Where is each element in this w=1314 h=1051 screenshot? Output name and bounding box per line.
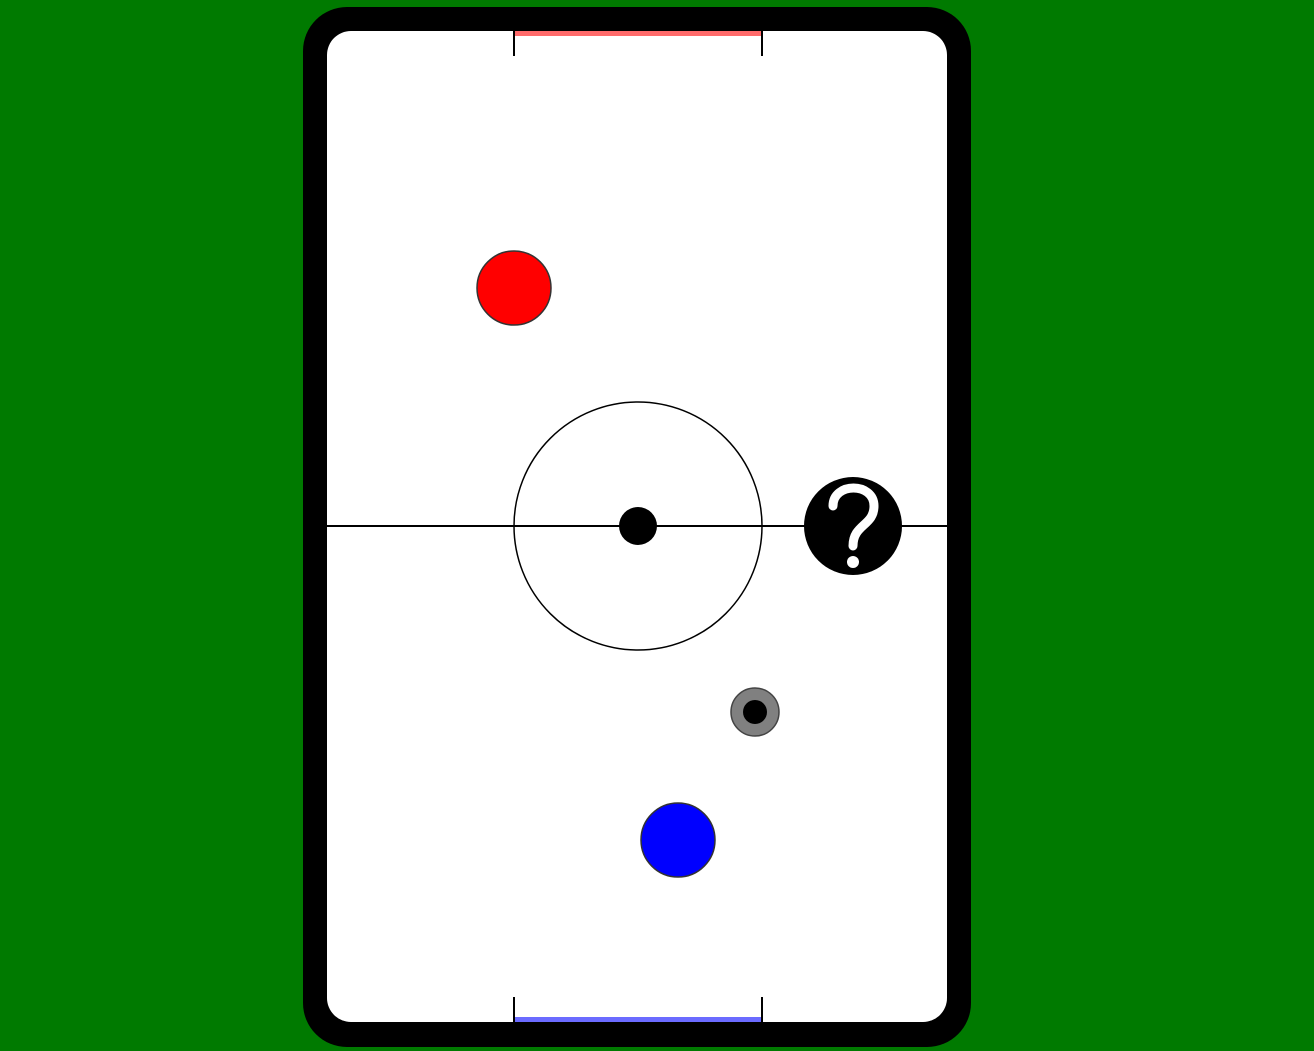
opponent-paddle [476, 250, 552, 326]
goal-bottom-opening [514, 1017, 762, 1022]
puck-inner [743, 700, 767, 724]
center-dot [619, 507, 657, 545]
player-paddle[interactable] [640, 802, 716, 878]
puck [730, 687, 780, 737]
center-circle [513, 401, 763, 651]
question-mark-icon [828, 483, 879, 568]
goal-top [513, 31, 763, 56]
goal-bottom [513, 997, 763, 1022]
goal-top-opening [514, 31, 762, 36]
help-button[interactable] [804, 477, 902, 575]
